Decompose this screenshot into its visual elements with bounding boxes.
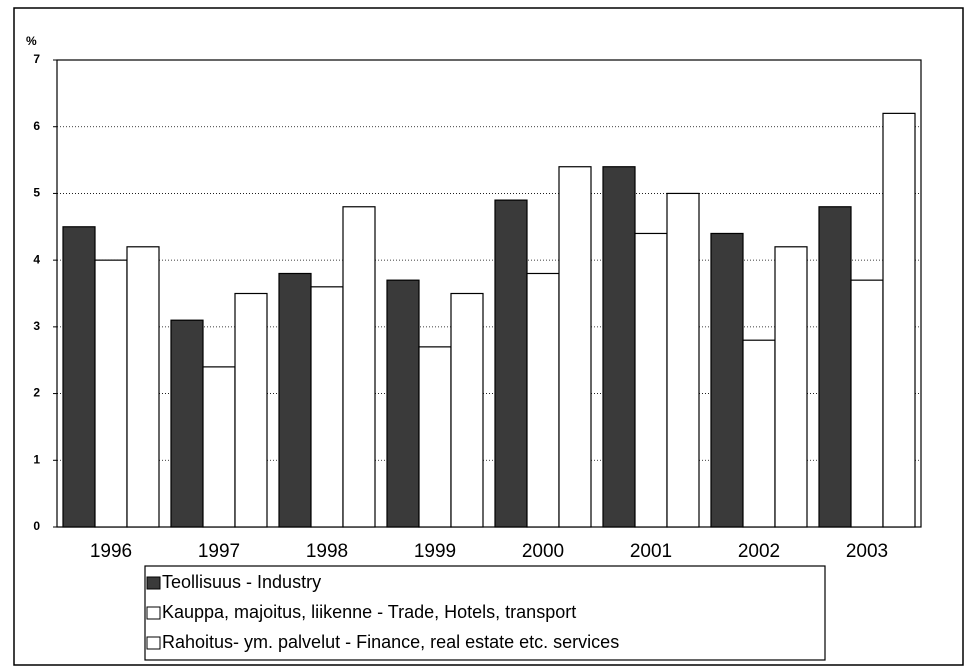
x-tick-label: 2003: [846, 541, 888, 562]
bar: [850, 279, 884, 528]
bar: [634, 232, 668, 528]
bar: [818, 206, 852, 528]
legend-swatch: [146, 606, 161, 620]
bar: [126, 246, 160, 528]
x-tick-label: 1999: [414, 541, 456, 562]
x-tick-label: 2001: [630, 541, 672, 562]
x-tick-label: 1996: [90, 541, 132, 562]
bar: [62, 226, 96, 528]
y-tick-label: 3: [33, 319, 40, 333]
bar: [342, 206, 376, 528]
legend-swatch: [146, 576, 161, 590]
y-tick-label: 7: [33, 52, 40, 66]
bar: [310, 286, 344, 528]
bar: [666, 192, 700, 528]
x-tick-label: 2002: [738, 541, 780, 562]
bar: [418, 346, 452, 528]
legend-swatch: [146, 636, 161, 650]
bar: [94, 259, 128, 528]
legend-box: [144, 565, 826, 661]
bar: [882, 112, 916, 528]
y-tick-label: 6: [33, 119, 40, 133]
legend-label: Kauppa, majoitus, liikenne - Trade, Hote…: [162, 602, 576, 622]
bar: [234, 292, 268, 528]
y-tick-label: 4: [33, 252, 40, 266]
y-tick-label: 1: [33, 452, 40, 466]
x-tick-label: 1998: [306, 541, 348, 562]
bar: [494, 199, 528, 528]
outer-frame: [13, 7, 964, 666]
legend-label: Teollisuus - Industry: [162, 572, 321, 592]
bar: [202, 366, 236, 528]
bar: [602, 166, 636, 528]
x-tick-label: 1997: [198, 541, 240, 562]
bar: [558, 166, 592, 528]
y-axis-label: %: [26, 34, 37, 48]
bar: [450, 292, 484, 528]
bar: [170, 319, 204, 528]
y-tick-label: 2: [33, 386, 40, 400]
y-tick-label: 0: [33, 519, 40, 533]
bar: [278, 272, 312, 528]
bar: [526, 272, 560, 528]
legend-label: Rahoitus- ym. palvelut - Finance, real e…: [162, 632, 619, 652]
y-tick-label: 5: [33, 186, 40, 200]
bar: [386, 279, 420, 528]
x-tick-label: 2000: [522, 541, 564, 562]
bar: [774, 246, 808, 528]
bar: [710, 232, 744, 528]
bar: [742, 339, 776, 528]
plot-area: [56, 59, 922, 528]
